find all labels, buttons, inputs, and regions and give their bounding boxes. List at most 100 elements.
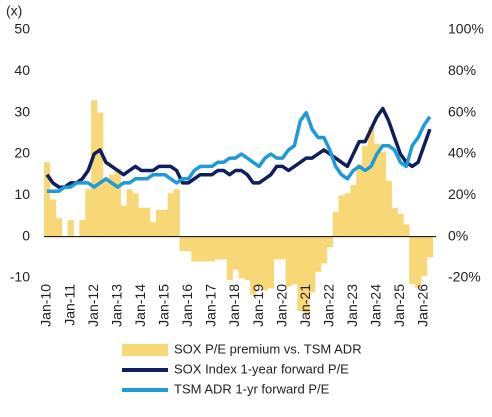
premium-bar [267, 236, 275, 289]
premium-bar [397, 213, 404, 237]
premium-bar [362, 145, 369, 237]
premium-bar [273, 236, 280, 260]
premium-bar [167, 193, 174, 237]
x-tick-label: Jan-20 [273, 284, 289, 327]
premium-bar [197, 236, 204, 262]
y-axis-unit: (x) [6, 3, 22, 19]
premium-bar [150, 222, 157, 237]
premium-bar [356, 164, 363, 237]
premium-bar [97, 112, 104, 237]
premium-bar [67, 220, 74, 237]
x-tick-label: Jan-13 [108, 284, 124, 327]
premium-bar [391, 207, 398, 237]
x-tick-label: Jan-21 [297, 284, 313, 327]
premium-bar [332, 211, 339, 237]
y2-tick-label: 0% [448, 227, 468, 243]
x-tick-label: Jan-17 [203, 284, 219, 327]
y-tick-label: 40 [14, 62, 30, 78]
premium-bar [285, 236, 292, 287]
premium-bar [256, 236, 263, 287]
premium-bar [373, 143, 381, 237]
premium-bar [91, 100, 98, 237]
x-tick-label: Jan-14 [132, 284, 148, 327]
x-tick-label: Jan-11 [61, 284, 77, 326]
premium-bar [350, 185, 357, 237]
premium-bar [102, 178, 110, 237]
premium-bar [238, 236, 245, 278]
legend-label: SOX P/E premium vs. TSM ADR [174, 341, 362, 356]
premium-bar [208, 236, 216, 262]
x-tick-label: Jan-22 [320, 284, 336, 327]
premium-bar [85, 189, 92, 237]
y2-tick-label: 20% [448, 186, 476, 202]
premium-bar [120, 205, 127, 237]
y2-tick-label: 60% [448, 103, 476, 119]
premium-bar [220, 236, 227, 260]
premium-bar [379, 151, 387, 237]
premium-bar [385, 180, 392, 237]
legend-label: TSM ADR 1-yr forward P/E [174, 381, 330, 396]
premium-bar [179, 236, 186, 252]
x-tick-label: Jan-12 [85, 284, 101, 327]
premium-bar [49, 199, 57, 237]
x-tick-label: Jan-26 [415, 284, 431, 327]
y-tick-label: 0 [22, 227, 30, 243]
premium-bar [126, 189, 133, 237]
y-tick-label: 30 [14, 103, 30, 119]
premium-bar [338, 195, 345, 237]
x-tick-label: Jan-24 [368, 284, 384, 327]
premium-bar [173, 189, 180, 237]
y-tick-label: 50 [14, 21, 30, 37]
premium-bar [262, 236, 269, 291]
premium-bar [368, 127, 375, 237]
x-tick-label: Jan-16 [179, 284, 195, 327]
premium-bar [315, 236, 322, 272]
premium-bar [426, 236, 434, 258]
y-tick-label: -10 [10, 269, 30, 285]
x-tick-label: Jan-15 [156, 284, 172, 327]
premium-bar [155, 209, 163, 237]
premium-bar [114, 168, 121, 237]
premium-bar [320, 236, 328, 264]
x-tick-label: Jan-19 [250, 284, 266, 327]
x-tick-label: Jan-18 [226, 284, 242, 327]
premium-bar [79, 220, 86, 237]
premium-bar [415, 236, 422, 289]
premium-bar [191, 236, 198, 262]
series-line [45, 106, 432, 189]
premium-bar [203, 236, 210, 262]
legend-swatch [122, 344, 168, 356]
premium-bar [226, 236, 233, 281]
premium-bar [309, 236, 316, 293]
premium-bar [138, 207, 145, 237]
premium-bar [55, 218, 63, 237]
premium-bar [132, 193, 139, 237]
legend-label: SOX Index 1-year forward P/E [174, 361, 349, 376]
premium-bar [297, 236, 304, 312]
premium-bar [44, 162, 51, 237]
y-tick-label: 20 [14, 145, 30, 161]
x-tick-label: Jan-25 [391, 284, 407, 327]
premium-bar [291, 236, 298, 285]
premium-bar [303, 236, 310, 314]
premium-bar [144, 207, 151, 237]
premium-bar [232, 236, 239, 270]
x-tick-label: Jan-10 [38, 284, 54, 327]
x-tick-label: Jan-23 [344, 284, 360, 327]
premium-bar [161, 209, 169, 237]
y-tick-label: 10 [14, 186, 30, 202]
y2-tick-label: -20% [448, 269, 481, 285]
premium-bar [250, 236, 257, 295]
premium-bar [409, 236, 416, 285]
y2-tick-label: 40% [448, 145, 476, 161]
premium-bar [421, 236, 428, 276]
y2-tick-label: 80% [448, 62, 476, 78]
series-line [47, 110, 432, 193]
y2-tick-label: 100% [448, 21, 484, 37]
premium-bar [344, 193, 351, 237]
premium-bar [214, 236, 222, 260]
premium-bar [185, 236, 192, 252]
premium-bar [279, 236, 286, 260]
premium-bar [108, 174, 116, 237]
